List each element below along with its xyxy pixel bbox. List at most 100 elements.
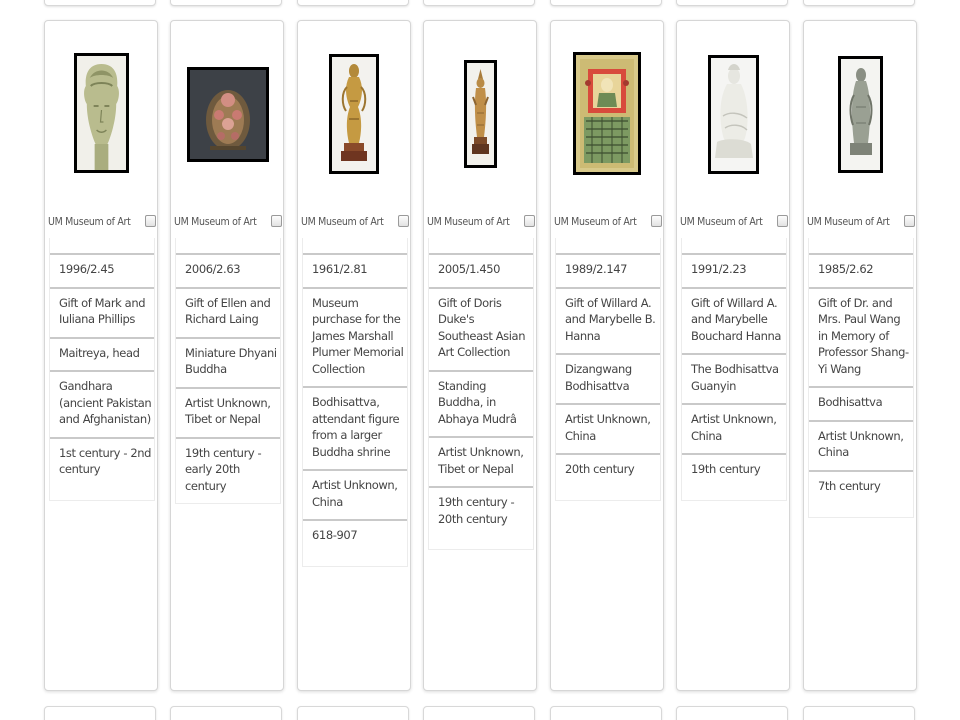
- standing-buddha-image: [467, 63, 494, 165]
- result-card-partial[interactable]: [423, 706, 535, 720]
- metadata-fields: 2006/2.63 Gift of Ellen and Richard Lain…: [175, 238, 281, 504]
- select-checkbox[interactable]: [651, 215, 662, 227]
- artwork-title[interactable]: The Bodhisattva Guanyin: [682, 353, 786, 403]
- thumbnail-area: [298, 21, 410, 209]
- accession-number: 1961/2.81: [303, 253, 407, 287]
- select-checkbox[interactable]: [145, 215, 156, 227]
- artwork-title[interactable]: Standing Buddha, in Abhaya Mudrâ: [429, 369, 533, 437]
- artwork-thumbnail[interactable]: [74, 53, 129, 173]
- accession-number: 1985/2.62: [809, 253, 913, 287]
- credit-line: Gift of Willard A. and Marybelle Bouchar…: [682, 286, 786, 354]
- accession-number: 2005/1.450: [429, 253, 533, 287]
- gilt-bodhisattva-image: [332, 57, 376, 171]
- artwork-date: 19th century: [682, 453, 786, 500]
- credit-line: Gift of Ellen and Richard Laing: [176, 286, 280, 337]
- source-checkbox-row: UM Museum of Art: [174, 214, 282, 232]
- thumbnail-area: [424, 21, 536, 209]
- result-card-partial[interactable]: [550, 706, 662, 720]
- artwork-title[interactable]: Dizangwang Bodhisattva: [556, 353, 660, 403]
- source-label: UM Museum of Art: [807, 216, 890, 228]
- result-card-partial[interactable]: [803, 0, 915, 6]
- artwork-title[interactable]: Bodhisattva, attendant figure from a lar…: [303, 386, 407, 469]
- stone-head-image: [77, 56, 126, 170]
- accession-number: 1989/2.147: [556, 253, 660, 287]
- credit-line: Museum purchase for the James Marshall P…: [303, 286, 407, 387]
- artist-name: Artist Unknown, Tibet or Nepal: [429, 436, 533, 486]
- metadata-fields: 1961/2.81 Museum purchase for the James …: [302, 238, 408, 567]
- source-label: UM Museum of Art: [554, 216, 637, 228]
- artwork-date: 20th century: [556, 453, 660, 500]
- metadata-fields: 1996/2.45 Gift of Mark and Iuliana Phill…: [49, 238, 155, 501]
- results-grid: UM Museum of Art 1996/2.45 Gift of Mark …: [44, 20, 918, 692]
- thumbnail-area: [804, 21, 916, 209]
- metadata-fields: 2005/1.450 Gift of Doris Duke's Southeas…: [428, 238, 534, 550]
- result-card[interactable]: UM Museum of Art 1996/2.45 Gift of Mark …: [44, 20, 158, 691]
- thumbnail-area: [45, 21, 157, 209]
- artwork-date: 7th century: [809, 469, 913, 517]
- artwork-thumbnail[interactable]: [708, 55, 759, 174]
- result-card-partial[interactable]: [170, 706, 282, 720]
- credit-line: Gift of Mark and Iuliana Phillips: [50, 286, 154, 337]
- artwork-date: 19th century - early 20th century: [176, 436, 280, 504]
- thumbnail-area: [551, 21, 663, 209]
- artwork-thumbnail[interactable]: [329, 54, 379, 174]
- result-card-partial[interactable]: [803, 706, 915, 720]
- artwork-thumbnail[interactable]: [464, 60, 497, 168]
- result-card-partial[interactable]: [44, 0, 156, 6]
- result-card[interactable]: UM Museum of Art 2005/1.450 Gift of Dori…: [423, 20, 537, 691]
- source-checkbox-row: UM Museum of Art: [301, 214, 409, 232]
- result-card-partial[interactable]: [676, 706, 788, 720]
- result-card-partial[interactable]: [423, 0, 535, 6]
- artwork-date: 19th century - 20th century: [429, 486, 533, 549]
- artist-name: Artist Unknown, China: [303, 469, 407, 519]
- artist-name: Gandhara (ancient Pakistan and Afghanist…: [50, 370, 154, 437]
- source-label: UM Museum of Art: [427, 216, 510, 228]
- artwork-thumbnail[interactable]: [187, 67, 269, 162]
- dizangwang-painting-image: [576, 55, 638, 172]
- source-checkbox-row: UM Museum of Art: [680, 214, 788, 232]
- source-label: UM Museum of Art: [301, 216, 384, 228]
- previous-row-cards: [44, 0, 918, 6]
- result-card-partial[interactable]: [297, 706, 409, 720]
- select-checkbox[interactable]: [398, 215, 409, 227]
- artist-name: Artist Unknown, China: [682, 403, 786, 453]
- artwork-title[interactable]: Miniature Dhyani Buddha: [176, 336, 280, 387]
- artwork-title[interactable]: Maitreya, head: [50, 336, 154, 371]
- accession-number: 2006/2.63: [176, 253, 280, 287]
- result-card-partial[interactable]: [550, 0, 662, 6]
- select-checkbox[interactable]: [524, 215, 535, 227]
- result-card-partial[interactable]: [170, 0, 282, 6]
- result-card[interactable]: UM Museum of Art 1989/2.147 Gift of Will…: [550, 20, 664, 691]
- result-card-partial[interactable]: [297, 0, 409, 6]
- source-checkbox-row: UM Museum of Art: [427, 214, 535, 232]
- result-card[interactable]: UM Museum of Art 1961/2.81 Museum purcha…: [297, 20, 411, 691]
- credit-line: Gift of Dr. and Mrs. Paul Wang in Memory…: [809, 286, 913, 387]
- select-checkbox[interactable]: [777, 215, 788, 227]
- artwork-thumbnail[interactable]: [838, 56, 883, 173]
- select-checkbox[interactable]: [271, 215, 282, 227]
- accession-number: 1991/2.23: [682, 253, 786, 287]
- metadata-fields: 1985/2.62 Gift of Dr. and Mrs. Paul Wang…: [808, 238, 914, 518]
- result-card[interactable]: UM Museum of Art 1991/2.23 Gift of Willa…: [676, 20, 790, 691]
- artwork-date: 618-907: [303, 519, 407, 566]
- source-checkbox-row: UM Museum of Art: [554, 214, 662, 232]
- metadata-fields: 1991/2.23 Gift of Willard A. and Marybel…: [681, 238, 787, 501]
- artwork-title[interactable]: Bodhisattva: [809, 386, 913, 420]
- source-label: UM Museum of Art: [174, 216, 257, 228]
- result-card-partial[interactable]: [676, 0, 788, 6]
- metadata-fields: 1989/2.147 Gift of Willard A. and Marybe…: [555, 238, 661, 501]
- result-card[interactable]: UM Museum of Art 2006/2.63 Gift of Ellen…: [170, 20, 284, 691]
- miniature-buddha-image: [190, 70, 266, 159]
- credit-line: Gift of Willard A. and Marybelle B. Hann…: [556, 286, 660, 354]
- artwork-thumbnail[interactable]: [573, 52, 641, 175]
- porcelain-guanyin-image: [711, 58, 756, 171]
- stone-bodhisattva-image: [841, 59, 880, 170]
- thumbnail-area: [171, 21, 283, 209]
- source-label: UM Museum of Art: [48, 216, 131, 228]
- artist-name: Artist Unknown, Tibet or Nepal: [176, 386, 280, 437]
- source-checkbox-row: UM Museum of Art: [48, 214, 156, 232]
- result-card-partial[interactable]: [44, 706, 156, 720]
- result-card[interactable]: UM Museum of Art 1985/2.62 Gift of Dr. a…: [803, 20, 917, 691]
- select-checkbox[interactable]: [904, 215, 915, 227]
